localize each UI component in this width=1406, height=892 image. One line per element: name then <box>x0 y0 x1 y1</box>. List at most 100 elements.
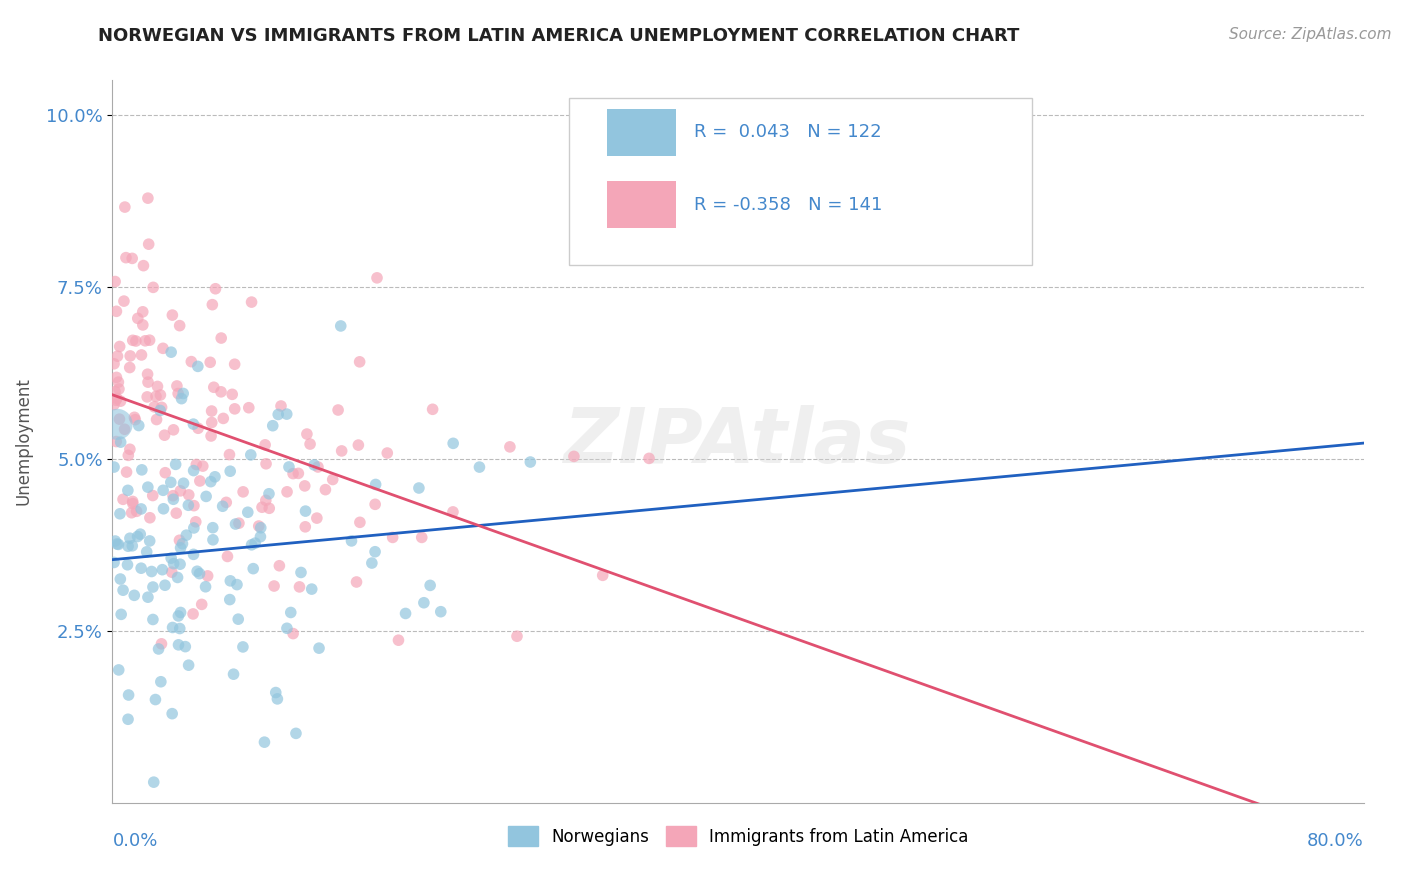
Point <box>153 428 176 442</box>
Point <box>120 349 142 363</box>
Point <box>186 564 208 578</box>
Point <box>105 417 128 432</box>
Point <box>108 507 131 521</box>
Point <box>160 706 183 721</box>
Point <box>166 379 188 393</box>
Point <box>226 577 249 591</box>
Point <box>287 467 309 481</box>
Point <box>183 521 205 535</box>
Point <box>138 237 160 252</box>
Text: ZIPAtlas: ZIPAtlas <box>564 405 912 478</box>
Point <box>187 359 209 374</box>
Point <box>121 252 143 266</box>
Point <box>169 318 191 333</box>
Point <box>169 558 191 572</box>
Point <box>167 638 190 652</box>
Point <box>107 375 129 389</box>
Point <box>108 382 131 396</box>
Point <box>136 590 159 604</box>
Point <box>212 411 235 425</box>
Point <box>181 607 204 621</box>
Point <box>124 412 146 426</box>
Point <box>262 418 284 433</box>
Point <box>191 459 214 474</box>
Point <box>254 438 277 452</box>
Point <box>152 501 174 516</box>
Point <box>562 450 585 464</box>
Point <box>375 446 398 460</box>
Point <box>132 259 155 273</box>
Point <box>294 520 316 534</box>
Point <box>135 545 157 559</box>
Point <box>219 464 242 478</box>
Point <box>201 533 224 547</box>
Point <box>117 448 139 462</box>
Point <box>162 492 184 507</box>
Point <box>254 457 277 471</box>
Text: Source: ZipAtlas.com: Source: ZipAtlas.com <box>1229 27 1392 42</box>
Point <box>107 663 129 677</box>
Point <box>394 607 416 621</box>
Point <box>257 501 280 516</box>
Point <box>269 558 291 573</box>
Point <box>141 565 163 579</box>
Point <box>250 500 273 515</box>
Point <box>267 408 290 422</box>
Point <box>222 667 245 681</box>
Point <box>165 458 187 472</box>
Point <box>441 505 464 519</box>
Point <box>281 467 304 481</box>
Point <box>142 280 165 294</box>
Point <box>124 410 146 425</box>
Point <box>499 440 522 454</box>
Point <box>307 460 329 475</box>
Point <box>152 341 174 355</box>
Point <box>194 580 217 594</box>
Point <box>249 530 271 544</box>
Point <box>190 598 212 612</box>
Point <box>242 561 264 575</box>
Point <box>211 500 233 514</box>
Point <box>155 466 177 480</box>
Point <box>173 476 195 491</box>
Point <box>257 487 280 501</box>
Point <box>162 308 184 322</box>
Point <box>103 397 125 411</box>
Point <box>121 334 143 348</box>
Point <box>419 578 441 592</box>
Point <box>364 545 387 559</box>
Point <box>110 607 132 622</box>
FancyBboxPatch shape <box>569 98 1032 265</box>
Point <box>228 516 250 531</box>
Point <box>254 493 277 508</box>
Point <box>225 516 247 531</box>
Point <box>104 275 127 289</box>
Point <box>387 633 409 648</box>
Point <box>145 389 167 403</box>
Point <box>301 582 323 596</box>
Point <box>110 572 132 586</box>
Point <box>349 516 371 530</box>
Point <box>122 588 145 602</box>
Point <box>150 401 173 415</box>
Point <box>103 460 125 475</box>
FancyBboxPatch shape <box>607 181 675 228</box>
Point <box>131 463 153 477</box>
Point <box>112 583 135 598</box>
Point <box>224 401 246 416</box>
Point <box>117 539 139 553</box>
Point <box>221 387 243 401</box>
Point <box>200 429 222 443</box>
Point <box>136 191 159 205</box>
Point <box>276 484 298 499</box>
Point <box>330 444 353 458</box>
Point <box>121 497 143 511</box>
Point <box>160 345 183 359</box>
Point <box>183 499 205 513</box>
Point <box>364 497 387 511</box>
Legend: Norwegians, Immigrants from Latin America: Norwegians, Immigrants from Latin Americ… <box>501 820 976 852</box>
Point <box>150 563 173 577</box>
Point <box>149 674 172 689</box>
Point <box>121 506 143 520</box>
Point <box>201 298 224 312</box>
